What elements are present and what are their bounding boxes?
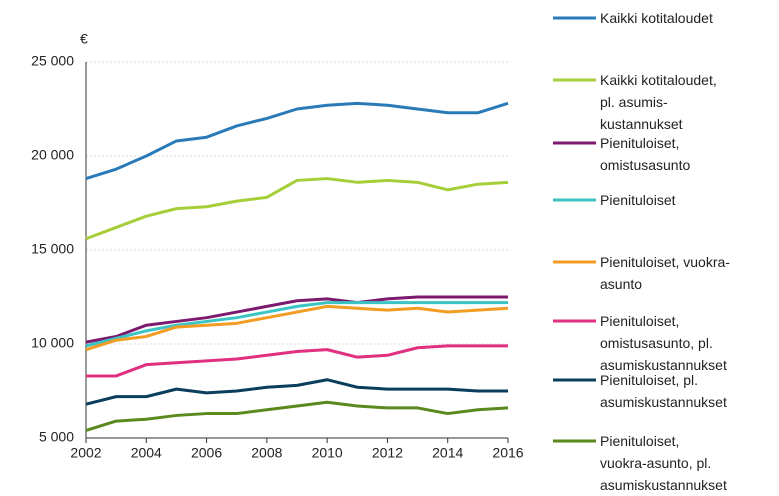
y-tick-label: 15 000 bbox=[31, 241, 74, 257]
legend-label: Pienituloiset, omistusasunto, pl. asumis… bbox=[600, 313, 727, 373]
x-tick-label: 2004 bbox=[131, 445, 162, 461]
legend-label: Pienituloiset, omistusasunto bbox=[600, 135, 691, 173]
series-line bbox=[85, 304, 509, 352]
series-line bbox=[85, 400, 509, 432]
legend-label: Pienituloiset, pl. asumiskustannukset bbox=[600, 372, 727, 410]
x-tick-label: 2006 bbox=[191, 445, 222, 461]
x-tick-label: 2014 bbox=[432, 445, 463, 461]
series-line bbox=[85, 378, 508, 406]
y-axis-label: € bbox=[80, 31, 88, 47]
series-line bbox=[85, 101, 509, 180]
legend-label: Pienituloiset bbox=[600, 192, 676, 208]
series-line bbox=[86, 344, 508, 378]
x-tick-label: 2016 bbox=[492, 445, 523, 461]
y-tick-label: 25 000 bbox=[31, 53, 74, 69]
y-tick-label: 5 000 bbox=[39, 429, 74, 445]
y-tick-label: 10 000 bbox=[31, 335, 74, 351]
legend-label: Pienituloiset, vuokra- asunto bbox=[600, 254, 730, 292]
series-line bbox=[85, 177, 509, 241]
legend-label: Kaikki kotitaloudet bbox=[600, 10, 713, 26]
series-line bbox=[85, 301, 508, 348]
legend-label: Pienituloiset, vuokra-asunto, pl. asumis… bbox=[600, 433, 727, 493]
x-tick-label: 2010 bbox=[312, 445, 343, 461]
x-tick-label: 2002 bbox=[70, 445, 101, 461]
y-tick-label: 20 000 bbox=[31, 147, 74, 163]
series-line bbox=[85, 295, 508, 344]
x-tick-label: 2012 bbox=[372, 445, 403, 461]
legend-label: Kaikki kotitaloudet, pl. asumis- kustann… bbox=[600, 72, 717, 132]
x-tick-label: 2008 bbox=[251, 445, 282, 461]
